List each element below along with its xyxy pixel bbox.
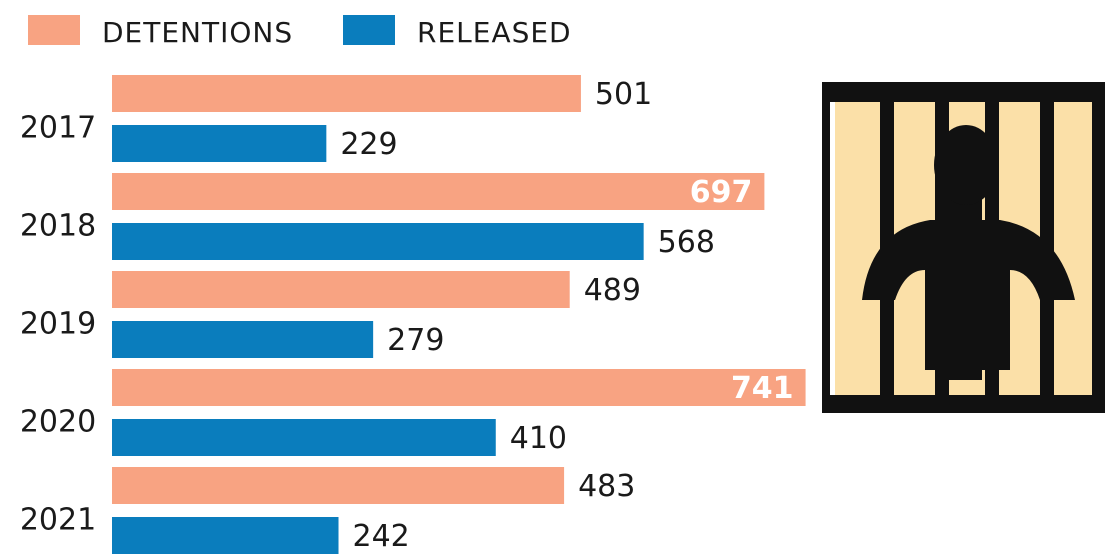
bar <box>112 369 806 406</box>
value-label: 741 <box>731 371 794 406</box>
bar <box>112 467 564 504</box>
value-label: 483 <box>578 469 635 504</box>
value-label: 501 <box>595 77 652 112</box>
value-label: 279 <box>387 323 444 358</box>
jail-icon <box>822 82 1105 413</box>
bar <box>112 517 339 554</box>
value-label: 568 <box>658 225 715 260</box>
legend-label: RELEASED <box>417 16 572 49</box>
y-tick-label: 2017 <box>20 111 96 146</box>
y-tick-label: 2020 <box>20 405 96 440</box>
legend-swatch <box>28 15 80 45</box>
value-label: 697 <box>690 175 753 210</box>
legend-label: DETENTIONS <box>102 16 293 49</box>
bar <box>112 125 326 162</box>
bar <box>112 223 644 260</box>
bar <box>112 75 581 112</box>
bar <box>112 321 373 358</box>
legend-swatch <box>343 15 395 45</box>
value-label: 410 <box>510 421 567 456</box>
y-tick-label: 2021 <box>20 503 96 538</box>
bar <box>112 271 570 308</box>
y-tick-label: 2018 <box>20 209 96 244</box>
bar <box>112 173 764 210</box>
value-label: 489 <box>584 273 641 308</box>
chart: DETENTIONS RELEASED 2017 501 229 2018 697 568 20… <box>0 0 1105 557</box>
value-label: 229 <box>340 127 397 162</box>
bar <box>112 419 496 456</box>
value-label: 242 <box>353 519 410 554</box>
y-tick-label: 2019 <box>20 307 96 342</box>
